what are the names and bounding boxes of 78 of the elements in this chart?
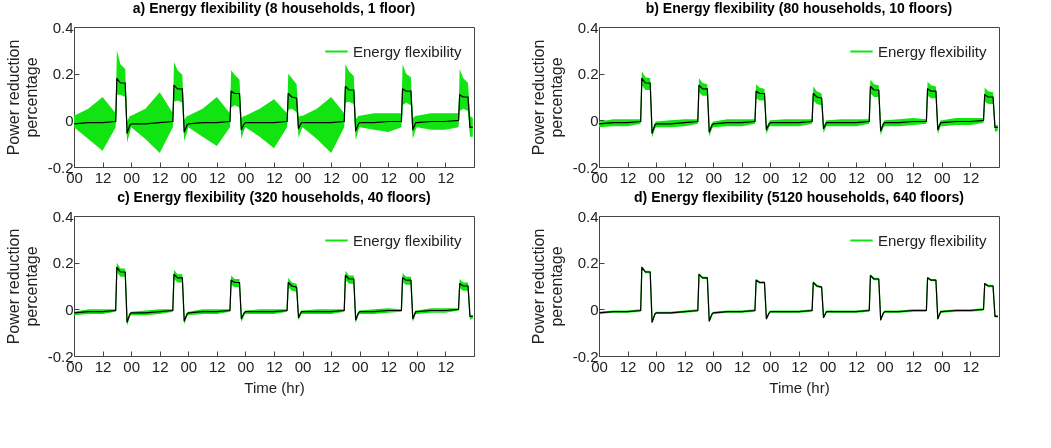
x-tick-label: 00 — [934, 168, 951, 186]
x-tick-label: 00 — [409, 168, 426, 186]
y-tick-label: 0.2 — [52, 254, 74, 272]
x-tick-label: 12 — [209, 357, 226, 375]
x-tick-label: 00 — [934, 357, 951, 375]
legend-label: Energy flexibility — [878, 42, 987, 60]
y-tick-label: 0.2 — [52, 65, 74, 83]
x-tick-label: 12 — [791, 168, 808, 186]
y-axis-title: Power reduction percentage — [529, 39, 565, 156]
x-tick-label: 00 — [180, 357, 198, 375]
x-tick-label: 12 — [437, 357, 455, 375]
x-tick-label: 00 — [409, 357, 426, 375]
x-tick-label: 12 — [734, 168, 751, 186]
chart-title: c) Energy flexibility (320 households, 40 floors) — [117, 189, 431, 205]
y-axis-title: Power reduction percentage — [4, 39, 40, 156]
chart-title: b) Energy flexibility (80 households, 10 floors) — [645, 0, 953, 16]
y-tick-label: 0.4 — [52, 207, 74, 225]
x-tick-label: 12 — [848, 168, 865, 186]
x-tick-label: 12 — [619, 357, 637, 375]
x-tick-label: 00 — [705, 168, 723, 186]
chart-title: d) Energy flexibility (5120 households, 640 floors) — [634, 189, 964, 205]
x-axis-title: Time (hr) — [769, 378, 830, 396]
x-tick-label: 12 — [905, 168, 923, 186]
x-tick-label: 12 — [962, 357, 980, 375]
y-tick-label: 0.2 — [577, 254, 599, 272]
x-tick-label: 00 — [237, 168, 255, 186]
x-tick-label: 00 — [351, 168, 369, 186]
x-tick-label: 12 — [151, 168, 169, 186]
x-tick-label: 00 — [762, 357, 780, 375]
x-tick-label: 12 — [209, 168, 226, 186]
x-tick-label: 00 — [876, 357, 894, 375]
y-axis-title: Power reduction percentage — [4, 228, 40, 345]
x-tick-label: 00 — [237, 357, 255, 375]
x-tick-label: 12 — [94, 357, 112, 375]
y-tick-label: 0 — [65, 111, 74, 129]
x-axis-title: Time (hr) — [244, 378, 305, 396]
x-tick-label: 12 — [962, 168, 980, 186]
x-tick-label: 00 — [648, 168, 665, 186]
x-tick-label: 00 — [123, 357, 140, 375]
x-tick-label: 12 — [266, 168, 283, 186]
y-tick-label: 0.4 — [577, 207, 599, 225]
x-tick-label: 12 — [94, 168, 112, 186]
x-tick-label: 12 — [266, 357, 283, 375]
x-tick-label: 00 — [294, 168, 312, 186]
legend-label: Energy flexibility — [353, 231, 462, 249]
x-tick-label: 12 — [380, 168, 398, 186]
x-tick-label: 12 — [676, 168, 694, 186]
x-tick-label: 00 — [819, 168, 837, 186]
y-tick-label: 0.4 — [52, 18, 74, 36]
legend-label: Energy flexibility — [353, 42, 462, 60]
x-tick-label: 12 — [905, 357, 923, 375]
x-tick-label: 00 — [762, 168, 780, 186]
x-tick-label: 12 — [151, 357, 169, 375]
x-tick-label: 00 — [123, 168, 140, 186]
x-tick-label: 00 — [648, 357, 665, 375]
y-tick-label: 0 — [590, 300, 599, 318]
x-tick-label: 12 — [734, 357, 751, 375]
x-tick-label: 12 — [323, 168, 340, 186]
y-tick-label: 0 — [590, 111, 599, 129]
x-tick-label: 00 — [705, 357, 723, 375]
y-axis-title: Power reduction percentage — [529, 228, 565, 345]
y-tick-label: 0.4 — [577, 18, 599, 36]
x-tick-label: 12 — [323, 357, 340, 375]
x-tick-label: 00 — [819, 357, 837, 375]
x-tick-label: 12 — [437, 168, 455, 186]
x-tick-label: 12 — [619, 168, 637, 186]
x-tick-label: 12 — [676, 357, 694, 375]
x-tick-label: 00 — [180, 168, 198, 186]
chart-title: a) Energy flexibility (8 households, 1 floor) — [132, 0, 416, 16]
x-tick-label: 12 — [791, 357, 808, 375]
y-tick-label: 0.2 — [577, 65, 599, 83]
x-tick-label: 00 — [876, 168, 894, 186]
x-tick-label: 12 — [848, 357, 865, 375]
x-tick-label: 00 — [294, 357, 312, 375]
y-tick-label: 0 — [65, 300, 74, 318]
legend-label: Energy flexibility — [878, 231, 987, 249]
x-tick-label: 00 — [351, 357, 369, 375]
x-tick-label: 12 — [380, 357, 398, 375]
